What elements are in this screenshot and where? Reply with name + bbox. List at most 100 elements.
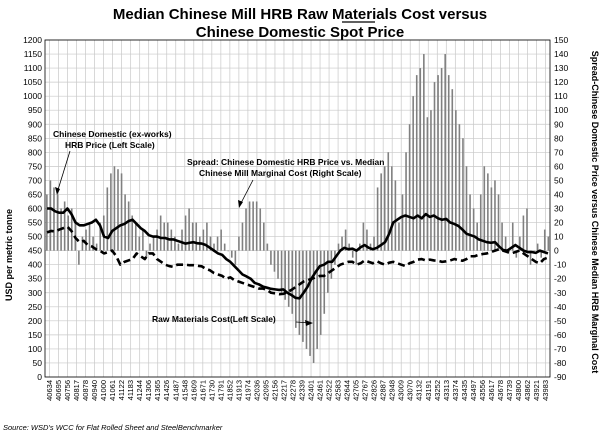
- spread-bar: [216, 236, 219, 251]
- y-left-tick-label: 350: [28, 274, 42, 284]
- annotation-spread-line1: Spread: Chinese Domestic HRB Price vs. M…: [187, 157, 384, 167]
- x-tick-label: 43313: [442, 380, 451, 401]
- y-right-tick-label: 130: [554, 63, 568, 73]
- spread-bar: [67, 215, 70, 251]
- x-tick-label: 40878: [81, 380, 90, 401]
- spread-bar: [209, 236, 212, 251]
- y-right-tick-label: 150: [554, 35, 568, 45]
- spread-bar: [174, 236, 176, 251]
- spread-bar: [458, 124, 461, 251]
- spread-bar: [323, 250, 326, 314]
- y-right-tick-label: -40: [554, 302, 567, 312]
- plot-frame: [44, 39, 551, 378]
- spread-bar: [351, 250, 354, 258]
- spread-bar: [383, 166, 386, 251]
- raw-materials-cost-line: [46, 225, 549, 296]
- x-tick-label: 43374: [451, 380, 460, 401]
- spread-bar: [419, 68, 422, 251]
- annotation-spread-line2: Chinese Mill Marginal Cost (Right Scale): [199, 168, 362, 178]
- spread-bar: [511, 222, 514, 251]
- spread-bar: [408, 124, 411, 251]
- x-tick-label: 42887: [379, 380, 388, 401]
- x-tick-label: 40817: [72, 380, 81, 401]
- annotation-price-arrowhead: [55, 187, 60, 195]
- x-tick-label: 41730: [207, 380, 216, 401]
- x-tick-label: 41974: [243, 380, 252, 401]
- chart-title-line2: Chinese Domestic Spot Price: [196, 24, 404, 41]
- x-tick-label: 41122: [117, 380, 126, 400]
- spread-bar: [227, 250, 230, 252]
- x-tick-label: 41183: [126, 380, 135, 400]
- annotation-price-line2: HRB Price (Left Scale): [65, 140, 155, 150]
- spread-bar: [522, 215, 525, 251]
- spread-bar: [95, 243, 98, 251]
- spread-bar: [53, 187, 55, 251]
- y-left-tick-label: 300: [28, 288, 42, 298]
- x-tick-label: 41548: [180, 380, 189, 401]
- y-left-tick-label: 1150: [24, 49, 43, 59]
- spread-bar: [401, 194, 404, 251]
- spread-bar: [437, 75, 439, 251]
- spread-bar: [85, 229, 87, 251]
- x-tick-label: 43617: [487, 380, 496, 401]
- spread-bar: [255, 201, 258, 251]
- y-left-tick-label: 450: [28, 246, 42, 256]
- spread-bar: [526, 208, 528, 251]
- x-tick-label: 42095: [261, 380, 270, 401]
- y-left-tick-label: 1100: [24, 63, 43, 73]
- spread-bar: [138, 236, 141, 251]
- spread-bar: [472, 208, 475, 251]
- spread-bar: [248, 201, 251, 251]
- spread-bar: [501, 222, 503, 251]
- spread-bar: [426, 117, 429, 251]
- x-tick-label: 42278: [288, 380, 297, 401]
- y-right-tick-label: 110: [554, 91, 568, 101]
- spread-bar: [415, 75, 418, 251]
- annotation-cost-arrowhead: [305, 320, 313, 326]
- x-tick-label: 43556: [478, 380, 487, 401]
- spread-bar: [533, 250, 535, 252]
- spread-bar: [106, 187, 109, 251]
- annotation-layer: Chinese Domestic (ex-works) HRB Price (L…: [53, 129, 384, 326]
- spread-bar: [515, 250, 518, 258]
- spread-bar: [341, 236, 343, 251]
- x-tick-label: 42644: [343, 380, 352, 401]
- spread-bar: [479, 194, 482, 251]
- y-left-tick-label: 850: [28, 133, 42, 143]
- y-left-tick-label: 950: [28, 105, 42, 115]
- spread-bar: [252, 201, 254, 251]
- spread-bar: [259, 208, 262, 251]
- spread-bar: [63, 201, 66, 251]
- spread-bar: [387, 152, 390, 251]
- y-right-tick-label: -50: [554, 316, 567, 326]
- spread-bar: [230, 250, 233, 258]
- spread-bar: [181, 229, 183, 251]
- x-tick-label: 40695: [54, 380, 63, 401]
- spread-bar: [295, 250, 297, 328]
- y-left-tick-label: 1000: [23, 91, 42, 101]
- x-tick-label: 42705: [352, 380, 361, 401]
- spread-bar: [540, 250, 542, 258]
- spread-bar: [380, 173, 382, 251]
- spread-bar: [46, 194, 48, 251]
- y-right-tick-label: -90: [554, 372, 567, 382]
- y-right-tick-label: 140: [554, 49, 568, 59]
- spread-bar: [366, 229, 368, 251]
- spread-bar: [373, 236, 375, 251]
- x-tick-label: 41852: [225, 380, 234, 401]
- spread-bar: [245, 208, 247, 251]
- spread-bar: [312, 250, 315, 363]
- x-tick-label: 40756: [63, 380, 72, 401]
- spread-bar: [319, 250, 322, 335]
- spread-bar: [423, 54, 425, 251]
- spread-bar: [462, 138, 464, 251]
- annotation-spread-arrowhead: [238, 200, 243, 208]
- spread-bar: [298, 250, 301, 335]
- x-tick-label: 42767: [361, 380, 370, 401]
- x-tick-label: 41306: [144, 380, 153, 401]
- spread-bar: [195, 222, 198, 251]
- y-left-tick-label: 200: [28, 316, 42, 326]
- spread-bar: [376, 187, 379, 251]
- y-left-tick-label: 150: [28, 330, 42, 340]
